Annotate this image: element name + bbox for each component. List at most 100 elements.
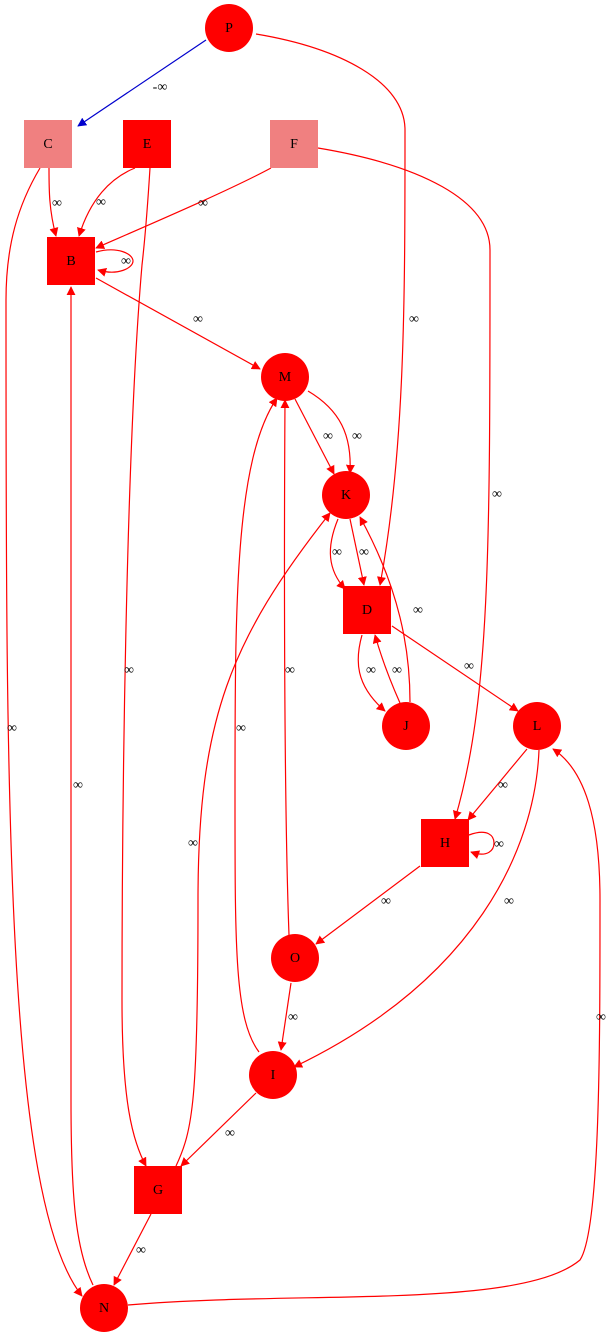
node-square-d	[343, 586, 391, 634]
edge-k-d-2	[349, 518, 367, 586]
node-square-b	[47, 237, 95, 285]
edge-label-j-k: ∞	[413, 603, 423, 618]
edge-f-b	[95, 167, 272, 249]
node-i: I	[249, 1051, 297, 1099]
node-label-m: M	[279, 370, 292, 385]
node-circle-k	[322, 471, 370, 519]
edge-c-b	[48, 167, 59, 237]
edge-j-d	[372, 634, 401, 704]
node-label-g: G	[153, 1183, 163, 1198]
edge-label-g-k: ∞	[188, 836, 198, 851]
node-circle-i	[249, 1051, 297, 1099]
edge-b-b	[95, 249, 134, 277]
node-label-f: F	[290, 137, 298, 152]
edge-label-j-d: ∞	[392, 663, 402, 678]
node-f: F	[270, 120, 318, 168]
node-circle-m	[261, 353, 309, 401]
node-c: C	[24, 120, 72, 168]
edge-g-k	[175, 512, 331, 1167]
edge-label-h-o: ∞	[381, 894, 391, 909]
node-h: H	[421, 819, 469, 867]
node-label-d: D	[362, 603, 372, 618]
node-e: E	[123, 120, 171, 168]
edge-label-b-b: ∞	[121, 254, 131, 269]
edge-label-e-b: ∞	[96, 195, 106, 210]
node-label-o: O	[290, 951, 300, 966]
node-k: K	[322, 471, 370, 519]
node-o: O	[271, 934, 319, 982]
edge-label-c-b: ∞	[52, 196, 62, 211]
edge-o-m	[280, 399, 290, 936]
edge-label-o-m: ∞	[285, 663, 295, 678]
edge-label-k-d-2: ∞	[359, 545, 369, 560]
edge-n-l	[127, 748, 601, 1306]
node-j: J	[382, 702, 430, 750]
edge-label-e-g: ∞	[124, 663, 134, 678]
edge-p-c	[77, 39, 207, 127]
node-label-p: P	[225, 21, 233, 36]
edge-label-d-l: ∞	[464, 659, 474, 674]
node-circle-l	[513, 702, 561, 750]
edge-e-g	[121, 167, 151, 1167]
node-square-f	[270, 120, 318, 168]
edge-h-h	[468, 831, 495, 859]
node-l: L	[513, 702, 561, 750]
edge-d-l	[391, 625, 519, 712]
node-m: M	[261, 353, 309, 401]
edge-label-f-h: ∞	[492, 487, 502, 502]
edge-k-d-1	[329, 518, 346, 590]
node-square-h	[421, 819, 469, 867]
edge-f-h	[317, 147, 491, 820]
nodes-layer: P C E F B M K D J L H O I G N	[24, 4, 561, 1332]
node-label-h: H	[440, 836, 450, 851]
edge-label-c-n: ∞	[7, 721, 17, 736]
edge-c-n	[5, 167, 83, 1297]
node-label-j: J	[403, 719, 409, 734]
edge-i-g	[180, 1092, 257, 1167]
edge-i-m	[234, 397, 278, 1053]
node-p: P	[205, 4, 253, 52]
edge-p-d	[255, 33, 406, 586]
edges-layer	[5, 33, 601, 1306]
node-circle-j	[382, 702, 430, 750]
edge-label-o-i: ∞	[288, 1010, 298, 1025]
edge-label-g-n: ∞	[136, 1243, 146, 1258]
edge-label-l-i: ∞	[504, 894, 514, 909]
node-circle-n	[80, 1284, 128, 1332]
edge-j-k	[359, 516, 411, 703]
node-d: D	[343, 586, 391, 634]
node-square-c	[24, 120, 72, 168]
edge-label-m-k-1: ∞	[323, 429, 333, 444]
edge-label-k-d-1: ∞	[332, 545, 342, 560]
node-label-l: L	[533, 719, 542, 734]
edge-labels-layer: -∞ ∞ ∞ ∞ ∞ ∞ ∞ ∞ ∞ ∞ ∞ ∞ ∞ ∞ ∞ ∞ ∞ ∞ ∞ ∞ ∞ ∞ ∞ ∞ ∞ ∞ ∞ ∞ ∞ ∞	[7, 80, 606, 1258]
edge-m-k-1	[294, 398, 335, 475]
node-g: G	[134, 1166, 182, 1214]
node-circle-o	[271, 934, 319, 982]
edge-label-i-m: ∞	[236, 721, 246, 736]
edge-label-d-j: ∞	[366, 663, 376, 678]
node-label-c: C	[43, 137, 52, 152]
node-label-b: B	[66, 254, 75, 269]
node-label-n: N	[99, 1301, 109, 1316]
node-label-i: I	[271, 1068, 276, 1083]
edge-b-m	[95, 277, 261, 370]
edge-label-n-l: ∞	[596, 1010, 606, 1025]
edge-label-l-h: ∞	[498, 778, 508, 793]
node-n: N	[80, 1284, 128, 1332]
edge-l-h	[467, 748, 528, 821]
node-b: B	[47, 237, 95, 285]
node-square-e	[123, 120, 171, 168]
edge-l-i	[293, 749, 540, 1068]
edge-o-i	[277, 982, 292, 1051]
node-square-g	[134, 1166, 182, 1214]
edge-label-b-m: ∞	[193, 312, 203, 327]
edge-e-b	[77, 167, 136, 237]
edge-n-b	[66, 286, 94, 1286]
edge-label-p-d: ∞	[409, 312, 419, 327]
edge-label-m-k-2: ∞	[352, 429, 362, 444]
node-label-e: E	[143, 137, 152, 152]
node-circle-p	[205, 4, 253, 52]
edge-h-o	[315, 865, 421, 945]
